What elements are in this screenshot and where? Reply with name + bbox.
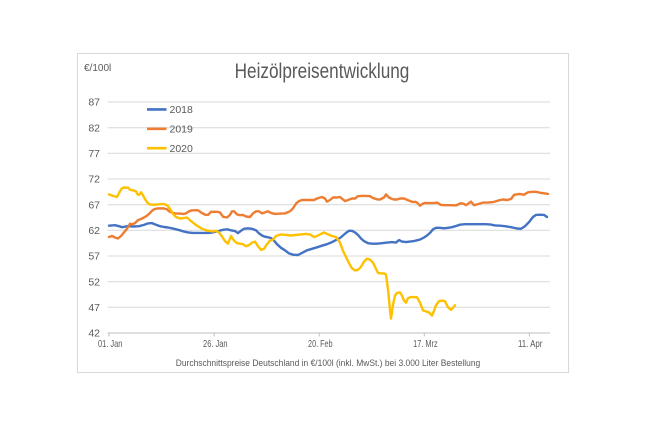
svg-text:62: 62 <box>88 225 100 237</box>
svg-text:72: 72 <box>88 174 100 186</box>
svg-text:77: 77 <box>88 148 100 160</box>
svg-text:17. Mrz: 17. Mrz <box>413 338 438 350</box>
svg-text:2020: 2020 <box>170 143 194 155</box>
svg-text:42: 42 <box>88 328 100 340</box>
svg-text:11. Apr: 11. Apr <box>518 338 543 350</box>
svg-text:87: 87 <box>88 97 100 109</box>
svg-text:57: 57 <box>88 251 100 263</box>
svg-text:20. Feb: 20. Feb <box>308 338 333 350</box>
svg-text:47: 47 <box>88 302 100 314</box>
svg-text:26. Jan: 26. Jan <box>203 338 228 350</box>
svg-text:2018: 2018 <box>170 104 194 116</box>
svg-text:67: 67 <box>88 199 100 211</box>
svg-text:2019: 2019 <box>170 123 194 135</box>
svg-text:82: 82 <box>88 122 100 134</box>
svg-text:52: 52 <box>88 276 100 288</box>
svg-text:01. Jan: 01. Jan <box>98 338 123 350</box>
